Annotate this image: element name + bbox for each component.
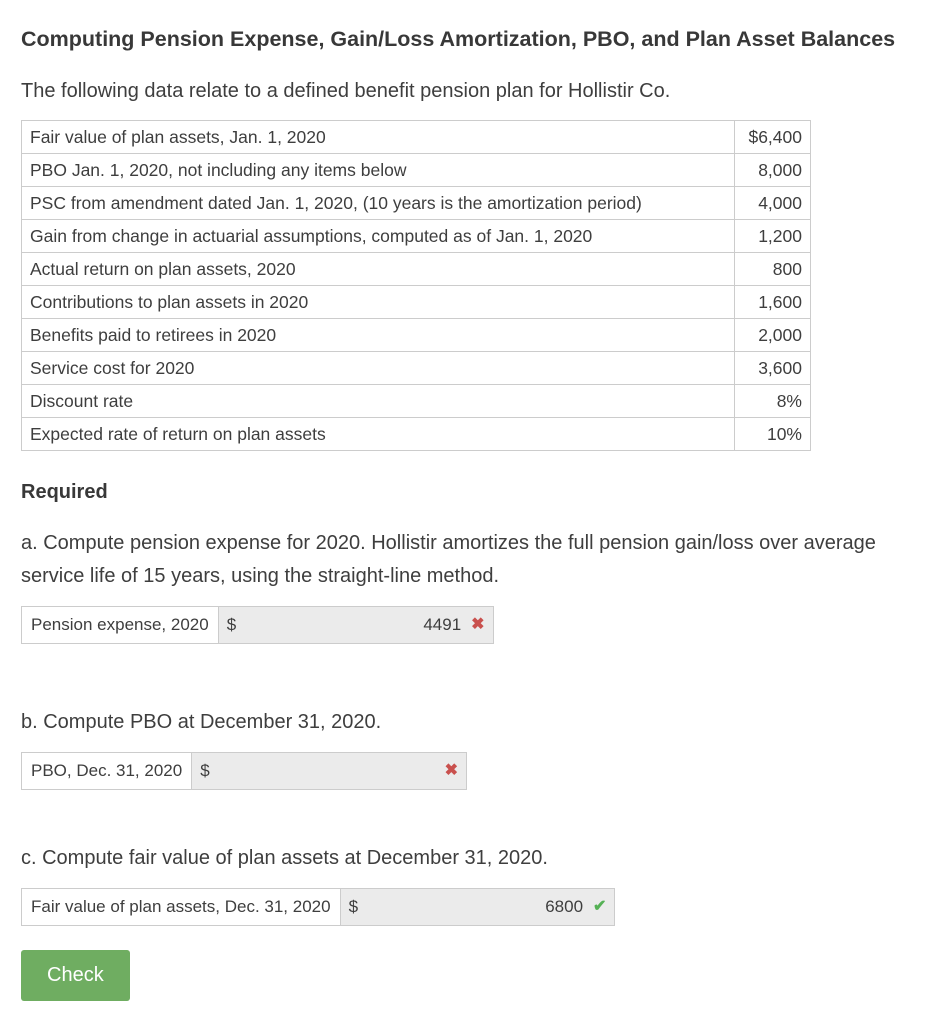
row-label: PBO Jan. 1, 2020, not including any item…	[21, 153, 735, 187]
row-value: 1,200	[734, 219, 811, 253]
row-label: Fair value of plan assets, Jan. 1, 2020	[21, 120, 735, 154]
table-row: Benefits paid to retirees in 2020 2,000	[21, 318, 811, 352]
row-label: Gain from change in actuarial assumption…	[21, 219, 735, 253]
part-b-section: b. Compute PBO at December 31, 2020. PBO…	[20, 706, 912, 790]
row-value: 800	[734, 252, 811, 286]
row-label: Discount rate	[21, 384, 735, 418]
currency-symbol: $	[226, 615, 237, 634]
row-label: Service cost for 2020	[21, 351, 735, 385]
pbo-input[interactable]	[213, 761, 435, 781]
pension-expense-input[interactable]	[240, 615, 462, 635]
currency-symbol: $	[348, 897, 359, 916]
row-value: 10%	[734, 417, 811, 451]
table-row: PSC from amendment dated Jan. 1, 2020, (…	[21, 186, 811, 220]
part-c-answer-row: Fair value of plan assets, Dec. 31, 2020…	[21, 888, 616, 926]
part-b-prompt: b. Compute PBO at December 31, 2020.	[21, 711, 382, 733]
part-a-section: a. Compute pension expense for 2020. Hol…	[21, 527, 912, 644]
row-value: 1,600	[734, 285, 811, 319]
table-row: Service cost for 2020 3,600	[21, 351, 811, 385]
row-label: Expected rate of return on plan assets	[21, 417, 735, 451]
part-c-prompt: c. Compute fair value of plan assets at …	[21, 847, 548, 869]
row-value: 2,000	[734, 318, 811, 352]
intro-text: The following data relate to a defined b…	[21, 80, 671, 102]
row-label: Actual return on plan assets, 2020	[21, 252, 735, 286]
currency-symbol: $	[200, 761, 210, 780]
row-label: PSC from amendment dated Jan. 1, 2020, (…	[21, 186, 735, 220]
answer-label: Fair value of plan assets, Dec. 31, 2020	[21, 888, 341, 926]
pension-data-table: Fair value of plan assets, Jan. 1, 2020 …	[21, 120, 811, 451]
table-row: PBO Jan. 1, 2020, not including any item…	[21, 153, 811, 187]
part-a-answer-row: Pension expense, 2020 $ ✖	[21, 606, 494, 644]
table-row: Discount rate 8%	[21, 384, 811, 418]
answer-label: PBO, Dec. 31, 2020	[20, 752, 193, 790]
part-a-prompt: a. Compute pension expense for 2020. Hol…	[21, 532, 876, 587]
table-row: Actual return on plan assets, 2020 800	[21, 252, 811, 286]
row-value: 8%	[734, 384, 811, 418]
correct-icon: ✔	[593, 898, 607, 915]
fair-value-input[interactable]	[362, 897, 584, 917]
table-row: Expected rate of return on plan assets 1…	[21, 417, 811, 451]
required-heading: Required	[21, 481, 108, 503]
row-label: Benefits paid to retirees in 2020	[21, 318, 735, 352]
row-value: 8,000	[734, 153, 811, 187]
row-value: 3,600	[734, 351, 811, 385]
answer-label: Pension expense, 2020	[21, 606, 219, 644]
part-b-answer-row: PBO, Dec. 31, 2020 $ ✖	[20, 752, 468, 790]
incorrect-icon: ✖	[444, 762, 459, 779]
check-button[interactable]: Check	[21, 950, 130, 1001]
incorrect-icon: ✖	[471, 616, 485, 633]
part-c-section: c. Compute fair value of plan assets at …	[21, 842, 912, 926]
row-label: Contributions to plan assets in 2020	[21, 285, 735, 319]
table-row: Fair value of plan assets, Jan. 1, 2020 …	[21, 120, 811, 154]
row-value: $6,400	[734, 120, 811, 154]
row-value: 4,000	[734, 186, 811, 220]
page-title: Computing Pension Expense, Gain/Loss Amo…	[21, 27, 896, 51]
table-row: Gain from change in actuarial assumption…	[21, 219, 811, 253]
table-row: Contributions to plan assets in 2020 1,6…	[21, 285, 811, 319]
